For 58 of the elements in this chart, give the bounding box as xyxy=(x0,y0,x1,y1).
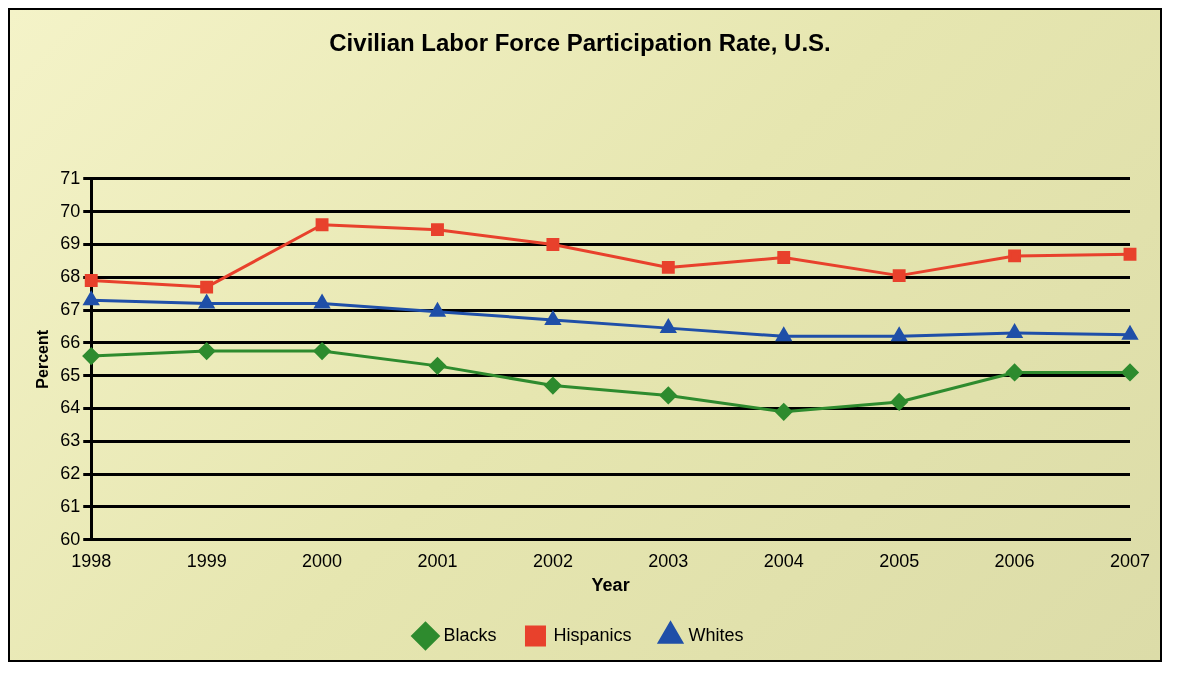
x-tick-label: 1998 xyxy=(71,550,112,571)
point xyxy=(315,218,329,232)
point xyxy=(314,295,330,309)
point xyxy=(428,357,446,375)
point xyxy=(199,295,215,309)
point xyxy=(660,319,676,334)
x-tick-label: 2006 xyxy=(994,550,1035,571)
point xyxy=(200,280,214,294)
x-tick-label: 2005 xyxy=(879,550,920,571)
y-axis-title: Percent xyxy=(34,329,52,389)
point xyxy=(775,403,793,421)
x-tick-label: 1999 xyxy=(186,550,227,571)
point xyxy=(659,386,677,404)
x-tick-label: 2004 xyxy=(763,550,804,571)
x-tick-label: 2002 xyxy=(532,550,573,571)
x-axis-title: Year xyxy=(591,575,630,596)
point xyxy=(1006,363,1024,381)
point xyxy=(1121,363,1139,381)
legend-label: Whites xyxy=(688,624,744,645)
y-tick-label: 65 xyxy=(60,364,81,385)
point xyxy=(546,237,560,251)
legend-label: Hispanics xyxy=(553,624,632,645)
x-tick-label: 2001 xyxy=(417,550,458,571)
point xyxy=(545,311,561,325)
point xyxy=(1122,326,1138,340)
point xyxy=(1008,249,1022,263)
point xyxy=(776,327,792,342)
point xyxy=(1123,247,1137,261)
x-tick-label: 2000 xyxy=(302,550,343,571)
y-tick-label: 68 xyxy=(60,266,81,287)
y-tick-label: 66 xyxy=(60,331,81,352)
y-tick-label: 61 xyxy=(60,495,81,516)
point xyxy=(83,291,99,306)
point xyxy=(892,269,906,283)
point xyxy=(429,303,446,317)
point xyxy=(313,342,331,360)
point xyxy=(777,251,791,265)
point xyxy=(431,223,444,237)
point xyxy=(891,327,907,342)
y-tick-label: 63 xyxy=(60,430,81,451)
point xyxy=(890,393,908,411)
point xyxy=(1007,324,1023,339)
x-tick-label: 2007 xyxy=(1109,550,1151,571)
y-tick-label: 67 xyxy=(60,299,81,320)
y-tick-label: 60 xyxy=(60,528,81,549)
point xyxy=(84,274,98,287)
point xyxy=(661,260,675,274)
chart-title: Civilian Labor Force Participation Rate, U.S. xyxy=(329,29,831,57)
legend-label: Blacks xyxy=(443,624,497,645)
y-tick-label: 62 xyxy=(60,463,81,484)
point xyxy=(544,377,562,395)
y-tick-label: 71 xyxy=(60,167,81,188)
point xyxy=(198,342,216,360)
y-tick-label: 69 xyxy=(60,233,81,254)
point xyxy=(82,347,100,365)
y-tick-label: 64 xyxy=(60,397,81,418)
y-tick-label: 70 xyxy=(60,200,81,221)
x-tick-label: 2003 xyxy=(648,550,689,571)
